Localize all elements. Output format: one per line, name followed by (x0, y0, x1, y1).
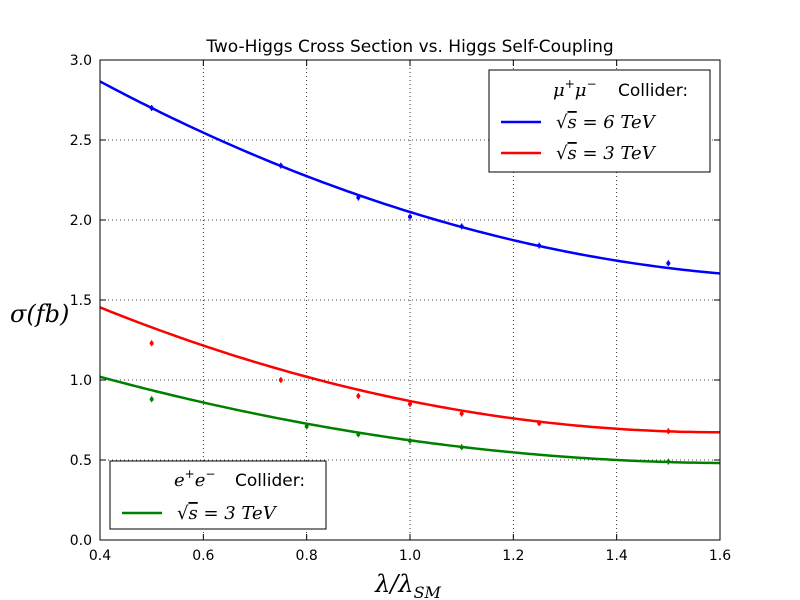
x-tick-label: 0.4 (89, 548, 111, 564)
legend-muon-collider: μ+μ− Collider: √s = 6 TeV √s = 3 TeV (488, 69, 711, 173)
x-tick-label: 1.4 (606, 548, 628, 564)
data-point (459, 445, 464, 450)
x-tick-label: 0.6 (192, 548, 214, 564)
legend-header-text: Collider: (618, 81, 688, 101)
legend-electron-collider: e+e− Collider: √s = 3 TeV (109, 460, 327, 530)
data-point (666, 429, 671, 434)
data-point (356, 394, 361, 398)
data-point (149, 341, 154, 346)
data-point (537, 243, 542, 248)
chart-title: Two-Higgs Cross Section vs. Higgs Self-C… (205, 37, 613, 57)
legend-box (109, 460, 327, 530)
legend-label-6tev: √s = 6 TeV (556, 112, 657, 133)
y-tick-label: 2.0 (70, 213, 92, 229)
ticks: 0.4 0.6 0.8 1.0 1.2 1.4 1.6 0.0 0.5 1.0 1.5 2.0 2.5 3… (70, 53, 731, 564)
data-point (278, 378, 283, 382)
y-axis-label: σ(fb) (10, 300, 69, 328)
data-point (666, 261, 671, 266)
series-layer (99, 80, 721, 465)
data-point (666, 459, 671, 464)
y-tick-label: 1.5 (70, 293, 92, 309)
legend-label-3tev-red: √s = 3 TeV (556, 143, 657, 164)
legend-label-3tev-green: √s = 3 TeV (177, 503, 278, 524)
legend-header-text: Collider: (235, 471, 305, 491)
x-tick-label: 1.6 (709, 548, 731, 564)
data-point (459, 411, 464, 416)
y-tick-label: 3.0 (70, 53, 92, 69)
data-point (149, 106, 154, 110)
x-tick-label: 0.8 (296, 548, 318, 564)
svg-text:σ(fb): σ(fb) (10, 300, 69, 328)
x-tick-label: 1.2 (502, 548, 524, 564)
data-point (537, 421, 542, 426)
data-point (278, 163, 283, 168)
x-tick-label: 1.0 (399, 548, 421, 564)
legend-header-particle: μ+μ− (553, 77, 597, 101)
data-point (149, 397, 154, 402)
data-point (356, 195, 361, 200)
data-point (408, 438, 412, 443)
y-tick-label: 0.0 (70, 533, 92, 549)
y-tick-label: 1.0 (70, 373, 92, 389)
series-line-0 (99, 80, 721, 275)
y-tick-label: 2.5 (70, 133, 92, 149)
data-point (356, 432, 361, 437)
data-point (459, 224, 464, 229)
data-point (408, 214, 412, 219)
data-point (304, 424, 309, 429)
data-point (408, 402, 412, 406)
y-tick-label: 0.5 (70, 453, 92, 469)
